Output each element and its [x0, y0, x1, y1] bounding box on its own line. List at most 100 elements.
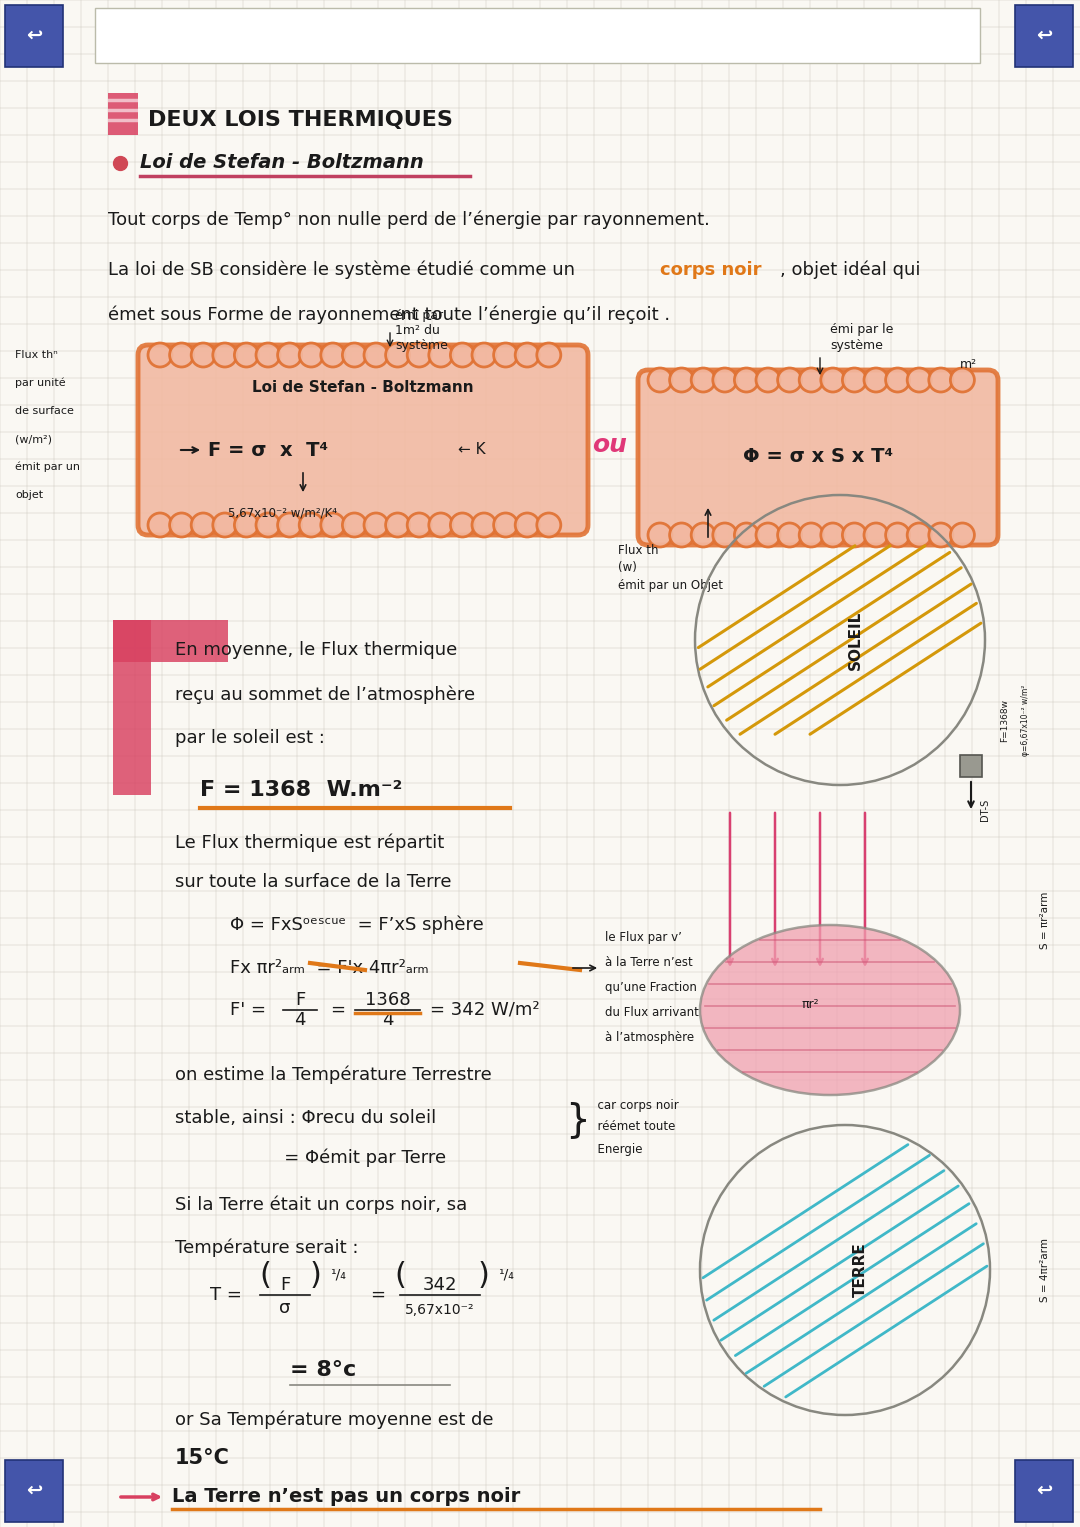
FancyBboxPatch shape — [108, 93, 138, 134]
Text: La Terre n’est pas un corps noir: La Terre n’est pas un corps noir — [172, 1487, 521, 1507]
Text: objet: objet — [15, 490, 43, 499]
FancyBboxPatch shape — [113, 620, 228, 663]
Circle shape — [821, 524, 845, 547]
Text: (: ( — [259, 1260, 271, 1289]
Text: reçu au sommet de l’atmosphère: reçu au sommet de l’atmosphère — [175, 686, 475, 704]
Circle shape — [191, 513, 215, 538]
Circle shape — [299, 513, 323, 538]
Circle shape — [713, 368, 737, 392]
Circle shape — [537, 344, 561, 366]
Text: émet sous Forme de rayonnement toute l’énergie qu’il reçoit .: émet sous Forme de rayonnement toute l’é… — [108, 305, 670, 324]
Circle shape — [691, 524, 715, 547]
Circle shape — [648, 368, 672, 392]
Circle shape — [907, 368, 931, 392]
Text: 4: 4 — [382, 1011, 394, 1029]
Text: 342: 342 — [422, 1277, 457, 1293]
Circle shape — [321, 513, 345, 538]
Text: TERRE: TERRE — [852, 1243, 867, 1298]
Circle shape — [256, 513, 280, 538]
Circle shape — [799, 368, 823, 392]
FancyBboxPatch shape — [138, 345, 588, 534]
Circle shape — [494, 513, 517, 538]
Text: or Sa Température moyenne est de: or Sa Température moyenne est de — [175, 1411, 494, 1429]
Circle shape — [450, 513, 474, 538]
Circle shape — [148, 344, 172, 366]
Circle shape — [278, 344, 301, 366]
Circle shape — [950, 368, 974, 392]
Circle shape — [450, 344, 474, 366]
Text: ): ) — [309, 1260, 321, 1289]
Circle shape — [537, 513, 561, 538]
Circle shape — [386, 344, 409, 366]
Text: Loi de Stefan - Boltzmann: Loi de Stefan - Boltzmann — [140, 154, 423, 173]
Circle shape — [864, 524, 888, 547]
Text: S = 4πr²arm: S = 4πr²arm — [1040, 1238, 1050, 1303]
Circle shape — [907, 524, 931, 547]
Text: Fx πr²ₐᵣₘ  = F'x 4πr²ₐᵣₘ: Fx πr²ₐᵣₘ = F'x 4πr²ₐᵣₘ — [230, 959, 429, 977]
Text: Flux thⁿ: Flux thⁿ — [15, 350, 57, 360]
Text: F = σ  x  T⁴: F = σ x T⁴ — [208, 440, 328, 460]
Circle shape — [364, 513, 388, 538]
Text: F' =: F' = — [230, 1002, 266, 1019]
Text: ou: ou — [593, 434, 627, 457]
Text: =: = — [370, 1286, 384, 1304]
Circle shape — [713, 524, 737, 547]
Text: car corps noir: car corps noir — [590, 1098, 678, 1112]
Text: corps noir: corps noir — [660, 261, 761, 279]
Circle shape — [299, 344, 323, 366]
Text: système: système — [395, 339, 448, 351]
Circle shape — [321, 344, 345, 366]
FancyBboxPatch shape — [960, 754, 982, 777]
Text: à l’atmosphère: à l’atmosphère — [605, 1032, 694, 1044]
Text: , objet idéal qui: , objet idéal qui — [780, 261, 920, 279]
Text: }: } — [565, 1101, 590, 1139]
Text: stable, ainsi : Φrecu du soleil: stable, ainsi : Φrecu du soleil — [175, 1109, 436, 1127]
Circle shape — [494, 344, 517, 366]
Circle shape — [929, 524, 953, 547]
Text: ¹/₄: ¹/₄ — [330, 1267, 346, 1283]
Circle shape — [950, 524, 974, 547]
Text: émit par un: émit par un — [15, 461, 80, 472]
Circle shape — [364, 344, 388, 366]
Text: par le soleil est :: par le soleil est : — [175, 728, 325, 747]
Text: 15°C: 15°C — [175, 1448, 230, 1467]
Text: sur toute la surface de la Terre: sur toute la surface de la Terre — [175, 873, 451, 890]
Circle shape — [148, 513, 172, 538]
Circle shape — [691, 368, 715, 392]
Text: 4: 4 — [294, 1011, 306, 1029]
Text: T =: T = — [210, 1286, 242, 1304]
Text: Tout corps de Temp° non nulle perd de l’énergie par rayonnement.: Tout corps de Temp° non nulle perd de l’… — [108, 211, 710, 229]
Text: Si la Terre était un corps noir, sa: Si la Terre était un corps noir, sa — [175, 1196, 468, 1214]
Circle shape — [842, 524, 866, 547]
Circle shape — [886, 524, 909, 547]
Circle shape — [842, 368, 866, 392]
Text: du Flux arrivant: du Flux arrivant — [605, 1006, 699, 1020]
Text: système: système — [831, 339, 882, 351]
Text: F=1368w: F=1368w — [1000, 698, 1010, 742]
Text: ¹/₄: ¹/₄ — [498, 1267, 514, 1283]
Circle shape — [778, 524, 801, 547]
Circle shape — [472, 344, 496, 366]
Text: ↩: ↩ — [26, 26, 42, 46]
Text: par unité: par unité — [15, 377, 66, 388]
Text: (w): (w) — [618, 562, 637, 574]
Text: La loi de SB considère le système étudié comme un: La loi de SB considère le système étudié… — [108, 261, 581, 279]
Circle shape — [670, 524, 693, 547]
Circle shape — [170, 513, 193, 538]
Text: φ=6,67x10⁻² w/m²: φ=6,67x10⁻² w/m² — [1021, 684, 1029, 756]
Circle shape — [886, 368, 909, 392]
Circle shape — [799, 524, 823, 547]
Circle shape — [342, 513, 366, 538]
Text: de surface: de surface — [15, 406, 73, 415]
FancyBboxPatch shape — [5, 5, 63, 67]
Text: ← K: ← K — [458, 443, 486, 458]
Text: émit par un Objet: émit par un Objet — [618, 580, 723, 592]
Text: F: F — [295, 991, 306, 1009]
FancyBboxPatch shape — [113, 620, 151, 796]
Circle shape — [648, 524, 672, 547]
Text: =: = — [330, 1002, 345, 1019]
Text: = 342 W/m²: = 342 W/m² — [430, 1002, 540, 1019]
Text: Φ = σ x S x T⁴: Φ = σ x S x T⁴ — [743, 447, 893, 467]
Circle shape — [734, 368, 758, 392]
Text: = Φémit par Terre: = Φémit par Terre — [175, 1148, 446, 1167]
